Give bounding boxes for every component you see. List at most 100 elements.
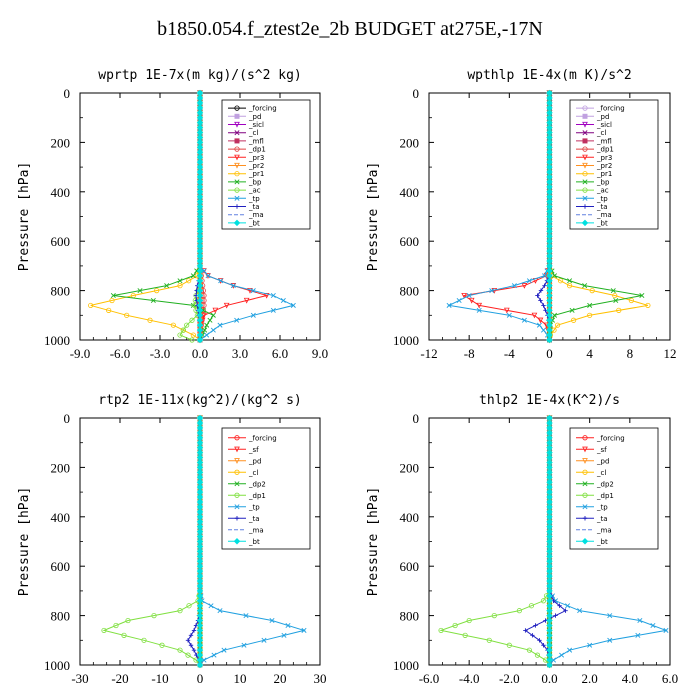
- series-bt: [546, 414, 553, 669]
- x-tick-label: 4: [586, 346, 593, 361]
- legend-label: _ta: [596, 515, 608, 523]
- data-point: [462, 632, 468, 638]
- legend-marker: [234, 204, 240, 209]
- data-point: [563, 608, 568, 613]
- data-point: [461, 292, 467, 299]
- y-tick-label: 200: [400, 460, 420, 475]
- legend-label: _dp1: [248, 146, 266, 154]
- y-tick-label: 200: [51, 460, 71, 475]
- legend-marker: [582, 446, 588, 453]
- legend-label: _tp: [596, 503, 608, 511]
- x-tick-label: 9.0: [312, 346, 328, 361]
- y-tick-label: 1000: [44, 658, 70, 673]
- legend-label: _ta: [248, 515, 260, 523]
- data-point: [466, 293, 472, 299]
- legend-marker: [582, 458, 588, 464]
- data-point: [553, 613, 558, 618]
- data-point: [290, 302, 296, 308]
- legend-marker: [582, 130, 588, 136]
- legend-label: _ta: [596, 203, 608, 211]
- y-tick-label: 400: [400, 510, 420, 525]
- x-tick-label: 0: [546, 346, 553, 361]
- data-point: [466, 617, 472, 624]
- data-point: [210, 327, 216, 333]
- legend-label: _bt: [248, 538, 260, 546]
- panel-title: rtp2 1E-11x(kg^2)/(kg^2 s): [98, 393, 302, 408]
- legend-label: _ac: [596, 187, 609, 195]
- y-tick-label: 0: [413, 411, 420, 426]
- data-point: [186, 278, 192, 284]
- data-point: [106, 307, 112, 313]
- series-bt: [546, 89, 553, 344]
- x-tick-label: -20: [111, 671, 128, 686]
- y-tick-label: 200: [51, 135, 71, 150]
- legend-label: _mfl: [248, 137, 264, 145]
- legend-marker: [582, 469, 588, 475]
- y-tick-label: 400: [51, 185, 71, 200]
- data-point: [217, 608, 223, 614]
- data-point: [164, 283, 170, 289]
- x-tick-label: 12: [664, 346, 677, 361]
- data-point: [565, 603, 571, 609]
- data-point: [185, 652, 191, 658]
- y-tick-label: 600: [51, 234, 71, 249]
- legend-marker: [234, 492, 240, 498]
- x-tick-label: -12: [420, 346, 437, 361]
- legend-marker: [233, 538, 241, 545]
- data-point: [557, 278, 564, 284]
- x-tick-label: 0.0: [541, 671, 557, 686]
- data-point: [170, 322, 176, 328]
- x-tick-label: -9.0: [70, 346, 91, 361]
- data-point: [204, 332, 210, 338]
- data-point: [285, 622, 291, 628]
- data-point: [468, 297, 475, 304]
- x-tick-label: -6.0: [110, 346, 131, 361]
- data-point: [637, 618, 643, 624]
- legend-label: _dp1: [596, 492, 614, 500]
- data-point: [645, 302, 651, 309]
- data-point: [533, 623, 538, 628]
- x-tick-label: 2.0: [582, 671, 598, 686]
- data-point: [511, 283, 517, 289]
- legend-label: _tp: [248, 195, 260, 203]
- data-point: [88, 302, 94, 309]
- legend-marker: [582, 179, 588, 185]
- legend-marker: [234, 138, 240, 144]
- data-point: [124, 312, 130, 318]
- data-point: [528, 603, 535, 609]
- data-point: [250, 288, 256, 294]
- data-point: [261, 637, 267, 643]
- data-point: [250, 312, 256, 318]
- data-point: [154, 287, 160, 294]
- data-point: [121, 632, 127, 638]
- data-point: [438, 627, 444, 634]
- data-point: [486, 637, 492, 643]
- legend-marker: [582, 187, 588, 193]
- data-point: [635, 632, 641, 638]
- data-point: [196, 661, 204, 669]
- legend-marker: [234, 113, 240, 119]
- legend-label: _forcing: [248, 105, 277, 113]
- x-tick-label: -2.0: [499, 671, 520, 686]
- data-point: [234, 317, 240, 323]
- x-tick-label: -4: [504, 346, 515, 361]
- data-point: [537, 317, 544, 324]
- data-point: [503, 307, 510, 314]
- legend: _forcing _sf _pd _cl _dp2 _dp1 _tp _ta _ma _bt: [221, 427, 311, 550]
- legend-label: _bp: [596, 178, 610, 186]
- data-point: [613, 297, 619, 303]
- data-point: [516, 608, 522, 614]
- x-tick-label: -10: [151, 671, 168, 686]
- y-tick-label: 400: [51, 510, 71, 525]
- x-tick-label: -3.0: [150, 346, 171, 361]
- data-point: [541, 303, 546, 308]
- data-point: [196, 336, 204, 344]
- data-point: [177, 283, 183, 289]
- data-point: [538, 298, 543, 303]
- data-point: [476, 307, 482, 313]
- x-tick-label: -30: [71, 671, 88, 686]
- series-line: [524, 418, 567, 665]
- legend-label: _dp1: [248, 492, 266, 500]
- data-point: [280, 297, 286, 303]
- data-point: [534, 652, 541, 658]
